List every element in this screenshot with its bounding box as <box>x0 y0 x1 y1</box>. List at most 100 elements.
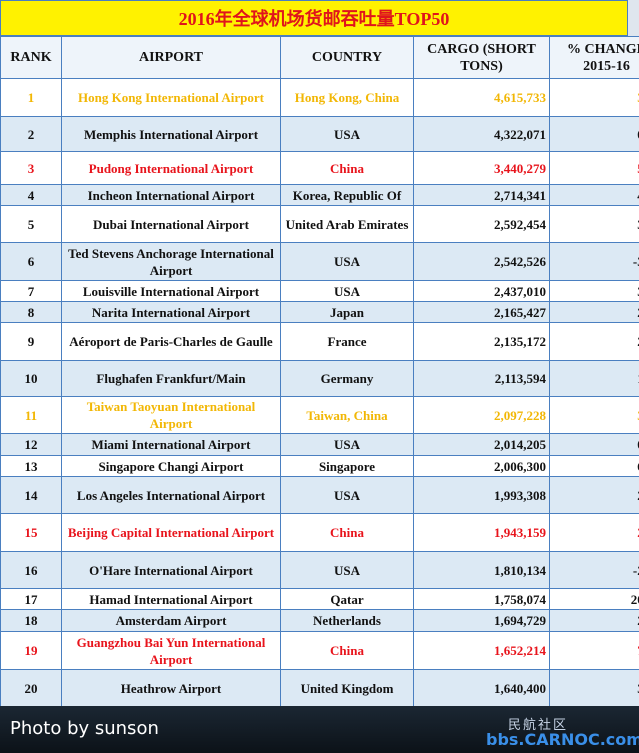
table-cell: 1 <box>0 78 62 117</box>
table-cell: 3.45 <box>549 205 639 243</box>
table-cell: -2.18 <box>549 551 639 589</box>
table-cell: 19 <box>0 631 62 670</box>
table-cell: USA <box>280 280 414 302</box>
table-row: 8 Narita International Airport Japan 2,165,… <box>0 301 639 323</box>
table-cell: Qatar <box>280 588 414 610</box>
table-cell: Korea, Republic Of <box>280 184 414 206</box>
column-header: AIRPORT <box>61 36 281 79</box>
photo-credit: Photo by sunson <box>10 718 159 739</box>
table-cell: Hong Kong, China <box>280 78 414 117</box>
table-row: 9 Aéroport de Paris-Charles de Gaulle Fran… <box>0 322 639 361</box>
table-cell: 6 <box>0 242 62 281</box>
table-cell: 2,542,526 <box>413 242 550 281</box>
table-cell: Hamad International Airport <box>61 588 281 610</box>
table-cell: 2,097,228 <box>413 396 550 434</box>
table-cell: 3,440,279 <box>413 151 550 185</box>
table-cell: 2,437,010 <box>413 280 550 302</box>
table-cell: 3.49 <box>549 78 639 117</box>
table-cell: Pudong International Airport <box>61 151 281 185</box>
table-cell: USA <box>280 433 414 456</box>
table-cell: 2,014,205 <box>413 433 550 456</box>
table-cell: 1,943,159 <box>413 513 550 552</box>
table-cell: 3.06 <box>549 669 639 707</box>
table-cell: 4.57 <box>549 184 639 206</box>
table-row: 14 Los Angeles International Airport USA 1,… <box>0 476 639 514</box>
table-cell: 1,993,308 <box>413 476 550 514</box>
table-cell: USA <box>280 551 414 589</box>
table-cell: USA <box>280 116 414 152</box>
table-cell: 2.38 <box>549 609 639 632</box>
table-cell: 0.45 <box>549 433 639 456</box>
table-cell: 1,810,134 <box>413 551 550 589</box>
table-cell: 2,714,341 <box>413 184 550 206</box>
table-row: 20 Heathrow Airport United Kingdom 1,640,40… <box>0 669 639 707</box>
table-cell: Taiwan, China <box>280 396 414 434</box>
table-cell: 8 <box>0 301 62 323</box>
table-cell: 3 <box>0 151 62 185</box>
table-cell: Japan <box>280 301 414 323</box>
table-cell: 7.44 <box>549 631 639 670</box>
table-row: 3 Pudong International Airport China 3,440,… <box>0 151 639 185</box>
table-cell: 18 <box>0 609 62 632</box>
table-row: 7 Louisville International Airport USA 2,43… <box>0 280 639 302</box>
table-cell: 2,006,300 <box>413 455 550 477</box>
table-cell: 5 <box>0 205 62 243</box>
table-cell: 1.77 <box>549 360 639 397</box>
table-cell: Amsterdam Airport <box>61 609 281 632</box>
table-cell: 1,640,400 <box>413 669 550 707</box>
header-row: RANK AIRPORT COUNTRY CARGO (SHORT TONS)% CH… <box>0 36 639 79</box>
table-cell: 2,113,594 <box>413 360 550 397</box>
table-cell: Miami International Airport <box>61 433 281 456</box>
site-url: bbs.CARNOC.com <box>486 730 639 749</box>
footer-bar: Photo by sunson 民航社区 bbs.CARNOC.com <box>0 706 639 753</box>
table-cell: 5.09 <box>549 151 639 185</box>
table-cell: 4,615,733 <box>413 78 550 117</box>
table-cell: 2,165,427 <box>413 301 550 323</box>
table-cell: 1,694,729 <box>413 609 550 632</box>
table-cell: Narita International Airport <box>61 301 281 323</box>
table-cell: Memphis International Airport <box>61 116 281 152</box>
table-cell: Incheon International Airport <box>61 184 281 206</box>
column-header: RANK <box>0 36 62 79</box>
table-row: 12 Miami International Airport USA 2,014,20… <box>0 433 639 456</box>
table-row: 10 Flughafen Frankfurt/Main Germany 2,113,5… <box>0 360 639 397</box>
table-cell: 2,135,172 <box>413 322 550 361</box>
table-cell: United Kingdom <box>280 669 414 707</box>
table-cell: 4,322,071 <box>413 116 550 152</box>
table-title: 2016年全球机场货邮吞吐量TOP50 <box>0 0 628 36</box>
table-cell: 3.73 <box>549 396 639 434</box>
table-cell: Louisville International Airport <box>61 280 281 302</box>
table-cell: USA <box>280 242 414 281</box>
table-cell: 13 <box>0 455 62 477</box>
table-cell: 20.83 <box>549 588 639 610</box>
column-header: % CHANGE 2015-16 <box>549 36 639 79</box>
table-row: 19 Guangzhou Bai Yun International Airpor… <box>0 631 639 670</box>
table-cell: Beijing Capital International Airport <box>61 513 281 552</box>
table-cell: 4 <box>0 184 62 206</box>
table-cell: China <box>280 631 414 670</box>
table-row: 16 O'Hare International Airport USA 1,810,1… <box>0 551 639 589</box>
table-cell: 20 <box>0 669 62 707</box>
table-row: 1 Hong Kong International Airport Hong Kon… <box>0 78 639 117</box>
table-row: 4 Incheon International Airport Korea, Rep… <box>0 184 639 206</box>
table-cell: USA <box>280 476 414 514</box>
table-cell: Aéroport de Paris-Charles de Gaulle <box>61 322 281 361</box>
column-header: COUNTRY <box>280 36 414 79</box>
table-cell: 2,592,454 <box>413 205 550 243</box>
table-cell: 15 <box>0 513 62 552</box>
table-cell: 14 <box>0 476 62 514</box>
table-cell: 1,758,074 <box>413 588 550 610</box>
table-cell: 7 <box>0 280 62 302</box>
table-cell: 9 <box>0 322 62 361</box>
table-cell: Germany <box>280 360 414 397</box>
site-name: 民航社区 <box>508 718 569 733</box>
table-cell: Singapore <box>280 455 414 477</box>
table-cell: China <box>280 151 414 185</box>
table-row: 5 Dubai International Airport United Arab … <box>0 205 639 243</box>
table-cell: Taiwan Taoyuan International Airport <box>61 396 281 434</box>
table-cell: 2.03 <box>549 301 639 323</box>
table-cell: 12 <box>0 433 62 456</box>
cargo-table: RANK AIRPORT COUNTRY CARGO (SHORT TONS)% CH… <box>0 36 639 707</box>
